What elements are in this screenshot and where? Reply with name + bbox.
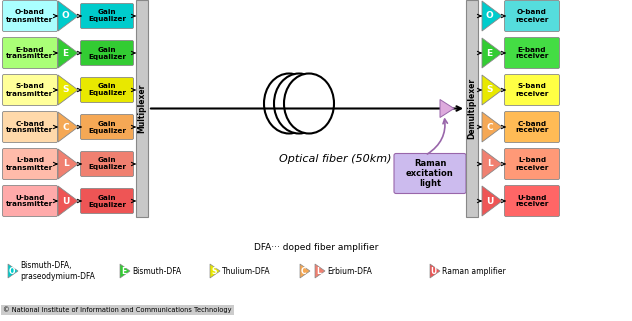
Text: Thulium-DFA: Thulium-DFA [222,266,270,275]
Text: U-band
transmitter: U-band transmitter [6,195,54,207]
Polygon shape [440,100,454,117]
Text: Raman amplifier: Raman amplifier [442,266,506,275]
Bar [136,0,148,217]
FancyBboxPatch shape [3,38,58,68]
Text: S: S [211,266,217,275]
Text: L-band
transmitter: L-band transmitter [6,158,54,170]
FancyBboxPatch shape [504,149,559,179]
Text: S: S [63,85,69,94]
Text: L: L [317,266,321,275]
Polygon shape [315,264,325,278]
Text: Gain
Equalizer: Gain Equalizer [88,83,126,97]
Text: O: O [486,12,494,21]
Text: C-band
transmitter: C-band transmitter [6,120,54,134]
Text: U: U [486,196,494,205]
Text: DFA··· doped fiber amplifier: DFA··· doped fiber amplifier [254,244,378,253]
FancyBboxPatch shape [3,74,58,106]
Polygon shape [58,186,78,216]
Polygon shape [8,264,18,278]
Text: E-band
receiver: E-band receiver [515,47,549,59]
Text: E: E [63,48,69,57]
FancyBboxPatch shape [80,77,133,102]
Text: Gain
Equalizer: Gain Equalizer [88,10,126,22]
Ellipse shape [264,74,314,134]
Text: Gain
Equalizer: Gain Equalizer [88,47,126,59]
Text: L: L [63,160,68,169]
Text: C: C [486,123,493,132]
Text: O-band
transmitter: O-band transmitter [6,10,54,22]
Polygon shape [482,75,502,105]
Text: U: U [430,266,437,275]
Ellipse shape [284,74,334,134]
Text: O: O [62,12,70,21]
Text: Raman
excitation
light: Raman excitation light [406,159,454,188]
Polygon shape [58,38,78,68]
Text: L: L [487,160,492,169]
FancyBboxPatch shape [80,188,133,213]
Text: E: E [487,48,493,57]
Polygon shape [120,264,130,278]
Polygon shape [430,264,440,278]
Text: Gain
Equalizer: Gain Equalizer [88,195,126,207]
FancyBboxPatch shape [3,186,58,216]
Ellipse shape [274,74,324,134]
FancyBboxPatch shape [394,153,466,194]
FancyBboxPatch shape [3,149,58,179]
Polygon shape [482,112,502,142]
FancyBboxPatch shape [3,1,58,31]
Text: O: O [9,266,15,275]
Polygon shape [58,112,78,142]
FancyBboxPatch shape [504,186,559,216]
Text: S-band
receiver: S-band receiver [515,83,549,97]
Text: C: C [301,266,307,275]
FancyBboxPatch shape [80,152,133,177]
Text: U-band
receiver: U-band receiver [515,195,549,207]
Polygon shape [300,264,310,278]
Polygon shape [482,186,502,216]
Text: Optical fiber (50km): Optical fiber (50km) [279,153,391,163]
Text: S: S [487,85,493,94]
FancyBboxPatch shape [80,4,133,29]
Text: Demultiplexer: Demultiplexer [468,78,477,139]
Polygon shape [58,75,78,105]
FancyBboxPatch shape [504,1,559,31]
Polygon shape [58,149,78,179]
FancyBboxPatch shape [504,38,559,68]
Polygon shape [482,38,502,68]
Text: Multiplexer: Multiplexer [138,84,147,133]
FancyBboxPatch shape [504,111,559,143]
Polygon shape [210,264,220,278]
Bar [466,0,478,217]
FancyBboxPatch shape [80,40,133,65]
FancyBboxPatch shape [504,74,559,106]
Text: © National Institute of Information and Communications Technology: © National Institute of Information and … [3,307,231,313]
Text: Bismuth-DFA,
praseodymium-DFA: Bismuth-DFA, praseodymium-DFA [20,261,95,281]
Text: Gain
Equalizer: Gain Equalizer [88,120,126,134]
Polygon shape [482,1,502,31]
Text: E-band
transmitter: E-band transmitter [6,47,54,59]
Text: L-band
receiver: L-band receiver [515,158,549,170]
Text: C: C [63,123,69,132]
Text: Erbium-DFA: Erbium-DFA [327,266,372,275]
Text: C-band
receiver: C-band receiver [515,120,549,134]
Text: E: E [121,266,126,275]
Polygon shape [482,149,502,179]
Polygon shape [58,1,78,31]
Text: Gain
Equalizer: Gain Equalizer [88,158,126,170]
Text: O-band
receiver: O-band receiver [515,10,549,22]
FancyBboxPatch shape [80,115,133,140]
FancyBboxPatch shape [3,111,58,143]
Text: Bismuth-DFA: Bismuth-DFA [132,266,181,275]
Text: S-band
transmitter: S-band transmitter [6,83,54,97]
Text: U: U [62,196,70,205]
